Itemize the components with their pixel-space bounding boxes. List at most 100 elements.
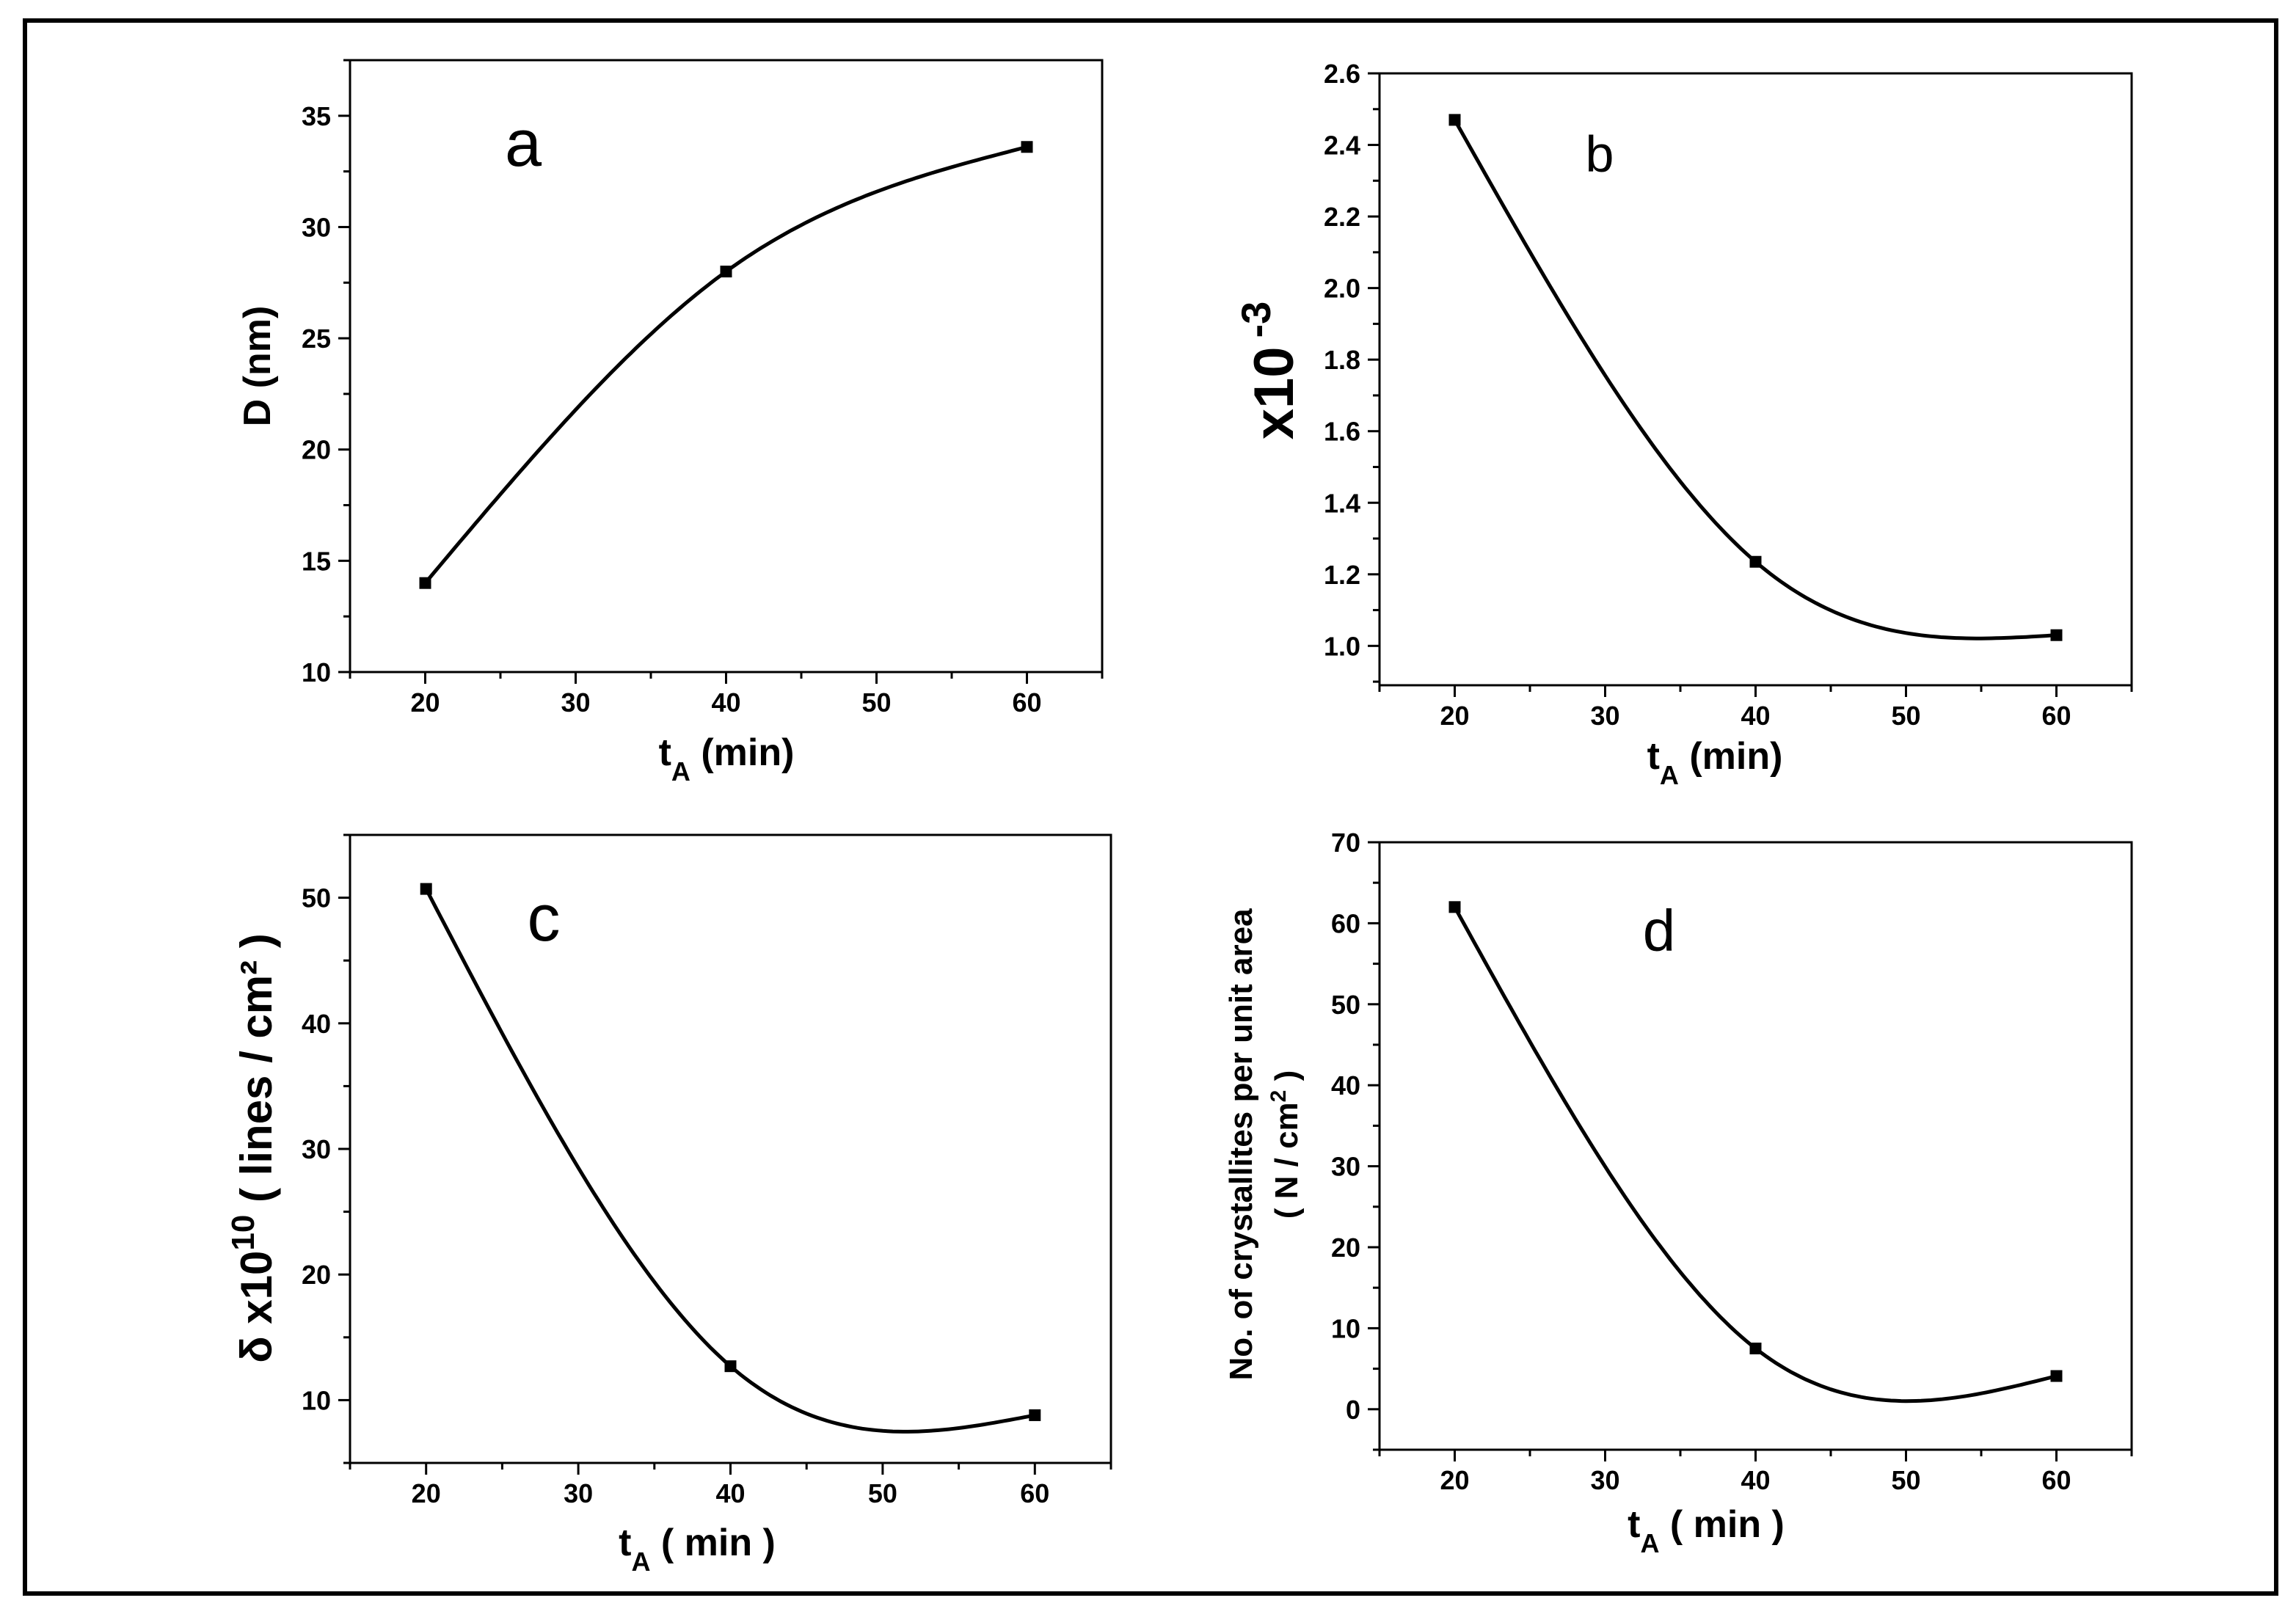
- data-point-b: [1749, 555, 1762, 568]
- x-tick-label-b: 30: [1590, 701, 1619, 731]
- data-point-c: [420, 883, 432, 895]
- y-tick-label-c: 40: [302, 1009, 331, 1039]
- x-axis-title-d: tA ( min ): [1628, 1503, 1785, 1558]
- y-tick-label-c: 20: [302, 1260, 331, 1290]
- data-point-a: [720, 266, 732, 278]
- y-axis-d: 0 10 20 30 40 50 60 70: [1331, 828, 1380, 1451]
- y-title-main-c: δ x10: [232, 1251, 281, 1363]
- data-point-b: [2050, 629, 2063, 641]
- y-axis-title-a: D (nm): [236, 306, 279, 427]
- x-tick-label-b: 60: [2041, 701, 2071, 731]
- x-tick-label-c: 20: [412, 1478, 441, 1508]
- y-title-main-b: x10: [1243, 346, 1305, 439]
- y-tick-label-a: 10: [302, 657, 331, 687]
- x-title-rest-c: ( min ): [650, 1522, 775, 1564]
- x-title-rest-d: ( min ): [1659, 1503, 1784, 1546]
- y-tick-label-a: 25: [302, 324, 331, 354]
- x-title-sub-b: A: [1660, 760, 1679, 790]
- markers-d: [1448, 901, 2063, 1382]
- data-point-d: [1448, 901, 1461, 913]
- y-title-rest-c: ( lines / cm² ): [232, 933, 281, 1214]
- y-tick-label-d: 60: [1331, 908, 1360, 938]
- x-title-sub-d: A: [1640, 1528, 1659, 1558]
- x-title-main-d: t: [1628, 1503, 1640, 1546]
- y-tick-label-d: 10: [1331, 1313, 1360, 1343]
- y-axis-title-d-line1: No. of crystallites per unit area: [1223, 908, 1259, 1381]
- y-tick-label-c: 50: [302, 883, 331, 913]
- x-axis-a: 20 30 40 50 60: [349, 672, 1104, 718]
- panel-letter-a: a: [505, 107, 542, 180]
- panel-c: 20 30 40 50 60 10 20 30 40 50 c tA ( min ) δ x10…: [225, 833, 1112, 1577]
- x-tick-label-d: 20: [1440, 1465, 1469, 1495]
- x-axis-b: 20 30 40 50 60: [1378, 685, 2133, 731]
- panel-letter-d: d: [1643, 898, 1676, 963]
- y-tick-label-d: 0: [1346, 1395, 1360, 1425]
- x-tick-label-b: 20: [1440, 701, 1469, 731]
- y-tick-label-b: 1.8: [1324, 345, 1360, 375]
- x-title-sub-a: A: [671, 756, 690, 786]
- panel-letter-b: b: [1586, 125, 1614, 183]
- y-tick-label-b: 1.0: [1324, 631, 1360, 661]
- markers-c: [420, 883, 1041, 1421]
- y-tick-label-a: 35: [302, 101, 331, 131]
- x-tick-label-a: 20: [410, 687, 440, 718]
- x-axis-c: 20 30 40 50 60: [349, 1463, 1112, 1508]
- x-tick-label-b: 50: [1891, 701, 1920, 731]
- markers-a: [419, 141, 1033, 589]
- data-point-b: [1448, 114, 1461, 126]
- y-title-d-line2-a: ( N / cm: [1269, 1102, 1305, 1219]
- x-tick-label-a: 30: [561, 687, 590, 718]
- data-point-a: [1021, 141, 1033, 153]
- y-tick-label-a: 30: [302, 212, 331, 242]
- x-axis-title-b: tA (min): [1647, 735, 1783, 790]
- y-title-sup-b: -3: [1233, 302, 1279, 338]
- y-title-d-line2-b: ): [1269, 1070, 1305, 1090]
- x-tick-label-d: 30: [1590, 1465, 1619, 1495]
- x-tick-label-c: 60: [1020, 1478, 1049, 1508]
- y-tick-label-a: 15: [302, 546, 331, 576]
- y-axis-a: 10 15 20 25 30 35: [302, 59, 350, 687]
- y-tick-label-d: 30: [1331, 1152, 1360, 1182]
- y-tick-label-c: 10: [302, 1385, 331, 1415]
- markers-b: [1448, 114, 2063, 641]
- y-axis-title-b: x10-3: [1233, 302, 1306, 440]
- x-tick-label-c: 30: [564, 1478, 593, 1508]
- x-axis-title-a: tA (min): [659, 731, 795, 786]
- data-point-c: [1029, 1409, 1041, 1421]
- data-point-a: [419, 577, 431, 589]
- y-title-d-line2-sup: 2: [1267, 1090, 1291, 1103]
- panel-letter-c: c: [528, 882, 561, 955]
- x-tick-label-c: 40: [715, 1478, 745, 1508]
- y-tick-label-b: 1.4: [1324, 488, 1360, 518]
- x-title-main-b: t: [1647, 735, 1660, 778]
- x-title-main-a: t: [659, 731, 671, 774]
- x-title-main-c: t: [619, 1522, 631, 1564]
- y-axis-title-c: δ x1010 ( lines / cm² ): [225, 933, 282, 1363]
- x-tick-label-a: 60: [1012, 687, 1041, 718]
- y-tick-label-b: 1.2: [1324, 560, 1360, 590]
- x-tick-label-d: 60: [2041, 1465, 2071, 1495]
- y-axis-c: 10 20 30 40 50: [302, 833, 350, 1464]
- y-tick-label-b: 2.0: [1324, 274, 1360, 304]
- data-point-d: [2050, 1370, 2063, 1382]
- x-tick-label-a: 40: [711, 687, 740, 718]
- x-axis-title-c: tA ( min ): [619, 1522, 776, 1577]
- y-tick-label-b: 1.6: [1324, 417, 1360, 447]
- y-tick-label-d: 20: [1331, 1233, 1360, 1263]
- data-point-d: [1749, 1343, 1762, 1354]
- figure-frame: [23, 18, 2278, 1596]
- x-tick-label-b: 40: [1741, 701, 1770, 731]
- x-axis-d: 20 30 40 50 60: [1378, 1450, 2133, 1495]
- y-title-sup-c: 10: [225, 1215, 261, 1251]
- x-tick-label-c: 50: [868, 1478, 897, 1508]
- x-title-sub-c: A: [631, 1547, 650, 1577]
- x-title-rest-b: (min): [1679, 735, 1783, 778]
- x-tick-label-a: 50: [861, 687, 891, 718]
- x-tick-label-d: 40: [1741, 1465, 1770, 1495]
- y-tick-label-c: 30: [302, 1134, 331, 1164]
- y-axis-title-d-line2: ( N / cm2 ): [1267, 1070, 1305, 1219]
- panel-a: 20 30 40 50 60 10 15 20 25 30 35 a tA (min) D (nm…: [236, 59, 1104, 786]
- y-tick-label-b: 2.4: [1324, 131, 1360, 161]
- x-title-rest-a: (min): [690, 731, 795, 774]
